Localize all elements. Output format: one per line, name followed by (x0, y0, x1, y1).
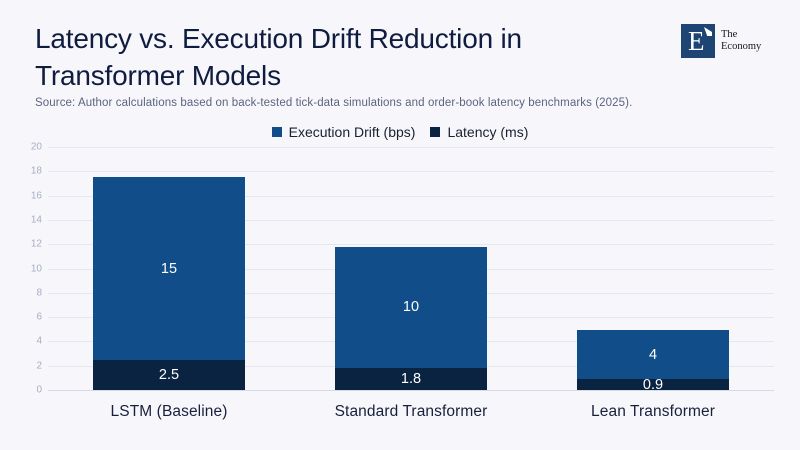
bar-value-label: 15 (160, 260, 178, 277)
chart-title: Latency vs. Execution Drift Reduction in… (35, 20, 655, 94)
x-axis-label: Lean Transformer (591, 403, 715, 420)
legend-swatch-icon (430, 127, 441, 137)
bar-segment-latency-ms-: 2.5 (93, 359, 245, 390)
bar-segment-latency-ms-: 0.9 (577, 376, 729, 393)
chart-plot-area: 2.5 15 1.8 10 0.9 4 (48, 147, 774, 393)
x-axis-label: LSTM (Baseline) (110, 403, 228, 420)
legend-item-execution-drift-bps-: Execution Drift (bps) (271, 124, 416, 140)
legend-swatch-icon (271, 127, 282, 137)
publisher-logo: E The Economy (681, 24, 761, 58)
bar-segment-execution-drift-bps-: 15 (93, 177, 245, 360)
bar-value-label: 4 (648, 346, 658, 363)
chart-title-line1: Latency vs. Execution Drift Reduction in (35, 23, 522, 54)
gridline (48, 171, 774, 172)
gridline (48, 147, 774, 148)
chart-title-line2: Transformer Models (35, 60, 281, 91)
bar-lean-transformer: 0.9 4 (577, 330, 729, 393)
gridline (48, 196, 774, 197)
legend-label: Latency (ms) (447, 124, 529, 140)
bar-value-label: 2.5 (158, 366, 180, 383)
y-tick-label: 10 (30, 263, 42, 274)
logo-letter: E (688, 26, 705, 56)
logo-square: E (681, 24, 715, 58)
y-tick-label: 6 (36, 311, 42, 323)
bar-value-label: 10 (402, 299, 420, 316)
x-axis-labels: LSTM (Baseline) Standard Transformer Lean … (48, 403, 774, 421)
x-axis-baseline (48, 390, 774, 391)
bar-segment-execution-drift-bps-: 10 (335, 246, 487, 369)
y-tick-label: 8 (36, 287, 42, 299)
bar-segment-latency-ms-: 1.8 (335, 368, 487, 390)
y-tick-label: 14 (30, 214, 42, 226)
logo-wordmark: The Economy (721, 24, 761, 52)
source-note: Source: Author calculations based on bac… (35, 97, 633, 109)
y-axis: 0 2 4 6 8 10 12 14 16 18 20 (0, 142, 44, 396)
x-axis-label: Standard Transformer (334, 403, 488, 420)
y-tick-label: 0 (36, 384, 42, 396)
bar-value-label: 1.8 (400, 371, 422, 388)
y-tick-label: 12 (30, 238, 42, 250)
y-tick-label: 18 (30, 165, 42, 177)
y-tick-label: 4 (36, 335, 42, 347)
y-tick-label: 2 (36, 360, 42, 372)
legend-item-latency-ms-: Latency (ms) (430, 124, 528, 140)
gridline (48, 220, 774, 221)
chart-legend: Execution Drift (bps) Latency (ms) (0, 123, 800, 141)
bar-value-label: 0.9 (642, 376, 664, 393)
bar-standard-transformer: 1.8 10 (335, 246, 487, 390)
y-tick-label: 16 (30, 190, 42, 202)
y-tick-label: 20 (30, 141, 42, 153)
bar-segment-execution-drift-bps-: 4 (577, 330, 729, 380)
logo-wordmark-line2: Economy (721, 40, 762, 52)
legend-label: Execution Drift (bps) (288, 124, 416, 140)
logo-quote-mark-icon (704, 27, 712, 36)
logo-wordmark-line1: The (721, 29, 738, 40)
bar-lstm-baseline-: 2.5 15 (93, 177, 245, 390)
gridline (48, 244, 774, 245)
